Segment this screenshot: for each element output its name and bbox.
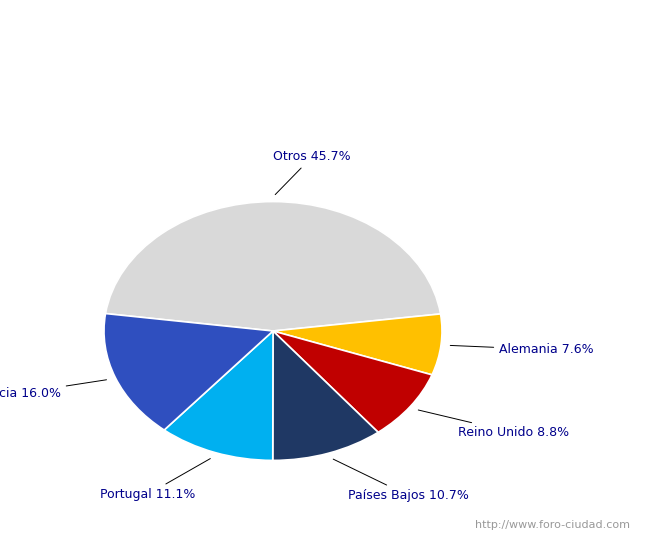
Wedge shape [273, 314, 442, 375]
Text: Portugal 11.1%: Portugal 11.1% [99, 459, 211, 501]
Wedge shape [105, 202, 441, 331]
Wedge shape [104, 314, 273, 430]
Wedge shape [273, 331, 378, 460]
Wedge shape [273, 331, 432, 432]
Wedge shape [164, 331, 273, 460]
Text: Alemania 7.6%: Alemania 7.6% [450, 343, 594, 356]
Text: Francia 16.0%: Francia 16.0% [0, 379, 107, 400]
Text: Reino Unido 8.8%: Reino Unido 8.8% [419, 410, 569, 439]
Text: Aguilar de Campoo - Turistas extranjeros según país - Abril de 2024: Aguilar de Campoo - Turistas extranjeros… [66, 18, 584, 34]
Text: Otros 45.7%: Otros 45.7% [274, 150, 351, 195]
Text: Países Bajos 10.7%: Países Bajos 10.7% [333, 459, 469, 502]
Text: http://www.foro-ciudad.com: http://www.foro-ciudad.com [476, 520, 630, 530]
